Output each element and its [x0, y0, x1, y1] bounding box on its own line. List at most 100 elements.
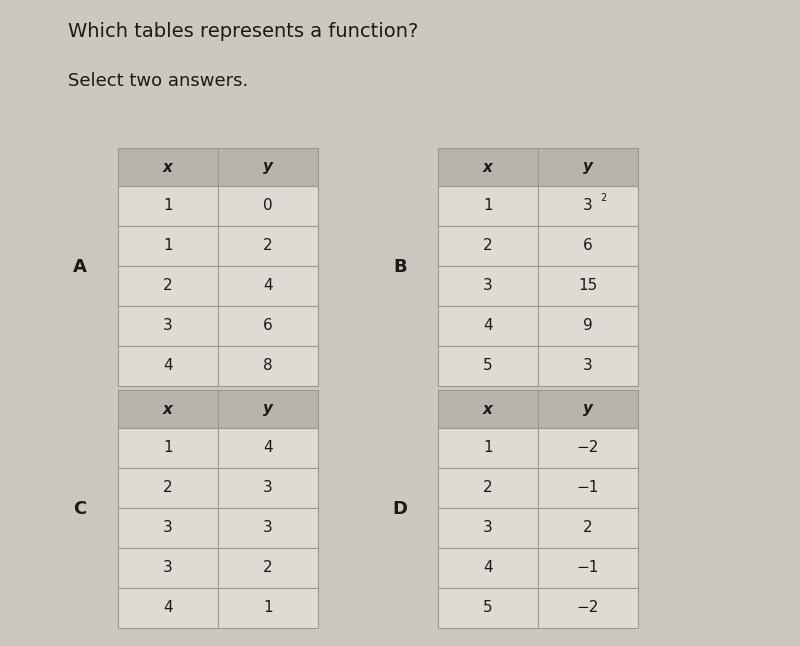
FancyBboxPatch shape	[218, 186, 318, 226]
FancyBboxPatch shape	[538, 468, 638, 508]
FancyBboxPatch shape	[118, 508, 218, 548]
FancyBboxPatch shape	[538, 186, 638, 226]
FancyBboxPatch shape	[218, 390, 318, 428]
FancyBboxPatch shape	[438, 306, 538, 346]
Text: 6: 6	[263, 318, 273, 333]
Text: Select two answers.: Select two answers.	[68, 72, 248, 90]
Text: 2: 2	[600, 193, 606, 203]
Text: 1: 1	[263, 601, 273, 616]
FancyBboxPatch shape	[538, 548, 638, 588]
FancyBboxPatch shape	[118, 390, 218, 428]
Text: 4: 4	[163, 359, 173, 373]
Text: y: y	[583, 402, 593, 417]
Text: 4: 4	[483, 561, 493, 576]
FancyBboxPatch shape	[538, 508, 638, 548]
Text: 3: 3	[163, 318, 173, 333]
FancyBboxPatch shape	[438, 346, 538, 386]
Text: 4: 4	[263, 278, 273, 293]
Text: y: y	[263, 160, 273, 174]
Text: 4: 4	[163, 601, 173, 616]
Text: −2: −2	[577, 441, 599, 455]
FancyBboxPatch shape	[538, 428, 638, 468]
Text: 2: 2	[263, 238, 273, 253]
Text: 3: 3	[163, 561, 173, 576]
Text: 3: 3	[163, 521, 173, 536]
FancyBboxPatch shape	[538, 588, 638, 628]
Text: 2: 2	[483, 238, 493, 253]
FancyBboxPatch shape	[538, 346, 638, 386]
Text: 3: 3	[263, 481, 273, 495]
FancyBboxPatch shape	[538, 266, 638, 306]
FancyBboxPatch shape	[538, 390, 638, 428]
FancyBboxPatch shape	[118, 266, 218, 306]
FancyBboxPatch shape	[538, 226, 638, 266]
FancyBboxPatch shape	[438, 226, 538, 266]
Text: 5: 5	[483, 359, 493, 373]
Text: 1: 1	[483, 198, 493, 213]
Text: x: x	[163, 160, 173, 174]
Text: 4: 4	[263, 441, 273, 455]
FancyBboxPatch shape	[118, 306, 218, 346]
FancyBboxPatch shape	[118, 428, 218, 468]
FancyBboxPatch shape	[438, 186, 538, 226]
FancyBboxPatch shape	[218, 508, 318, 548]
Text: 9: 9	[583, 318, 593, 333]
Text: x: x	[163, 402, 173, 417]
FancyBboxPatch shape	[118, 186, 218, 226]
FancyBboxPatch shape	[538, 148, 638, 186]
Text: D: D	[393, 500, 407, 518]
FancyBboxPatch shape	[118, 346, 218, 386]
FancyBboxPatch shape	[118, 588, 218, 628]
FancyBboxPatch shape	[438, 588, 538, 628]
FancyBboxPatch shape	[118, 226, 218, 266]
FancyBboxPatch shape	[218, 306, 318, 346]
FancyBboxPatch shape	[218, 148, 318, 186]
Text: 1: 1	[163, 441, 173, 455]
FancyBboxPatch shape	[538, 306, 638, 346]
Text: A: A	[73, 258, 87, 276]
Text: −1: −1	[577, 561, 599, 576]
FancyBboxPatch shape	[218, 548, 318, 588]
Text: 3: 3	[483, 278, 493, 293]
FancyBboxPatch shape	[438, 266, 538, 306]
FancyBboxPatch shape	[438, 428, 538, 468]
Text: 6: 6	[583, 238, 593, 253]
Text: y: y	[263, 402, 273, 417]
Text: y: y	[583, 160, 593, 174]
FancyBboxPatch shape	[438, 548, 538, 588]
FancyBboxPatch shape	[438, 390, 538, 428]
Text: 1: 1	[163, 198, 173, 213]
Text: x: x	[483, 402, 493, 417]
Text: 5: 5	[483, 601, 493, 616]
FancyBboxPatch shape	[218, 428, 318, 468]
FancyBboxPatch shape	[218, 266, 318, 306]
FancyBboxPatch shape	[218, 468, 318, 508]
Text: 1: 1	[163, 238, 173, 253]
Text: C: C	[74, 500, 86, 518]
Text: x: x	[483, 160, 493, 174]
FancyBboxPatch shape	[118, 548, 218, 588]
Text: B: B	[393, 258, 407, 276]
Text: 2: 2	[163, 278, 173, 293]
Text: −1: −1	[577, 481, 599, 495]
Text: 2: 2	[263, 561, 273, 576]
Text: 4: 4	[483, 318, 493, 333]
FancyBboxPatch shape	[218, 588, 318, 628]
FancyBboxPatch shape	[438, 148, 538, 186]
Text: 0: 0	[263, 198, 273, 213]
Text: 3: 3	[263, 521, 273, 536]
Text: 2: 2	[163, 481, 173, 495]
Text: 3: 3	[583, 198, 593, 213]
FancyBboxPatch shape	[118, 148, 218, 186]
FancyBboxPatch shape	[438, 508, 538, 548]
FancyBboxPatch shape	[218, 346, 318, 386]
Text: 8: 8	[263, 359, 273, 373]
Text: Which tables represents a function?: Which tables represents a function?	[68, 22, 418, 41]
Text: 2: 2	[483, 481, 493, 495]
Text: 1: 1	[483, 441, 493, 455]
Text: 3: 3	[483, 521, 493, 536]
Text: 15: 15	[578, 278, 598, 293]
Text: 2: 2	[583, 521, 593, 536]
FancyBboxPatch shape	[218, 226, 318, 266]
Text: −2: −2	[577, 601, 599, 616]
